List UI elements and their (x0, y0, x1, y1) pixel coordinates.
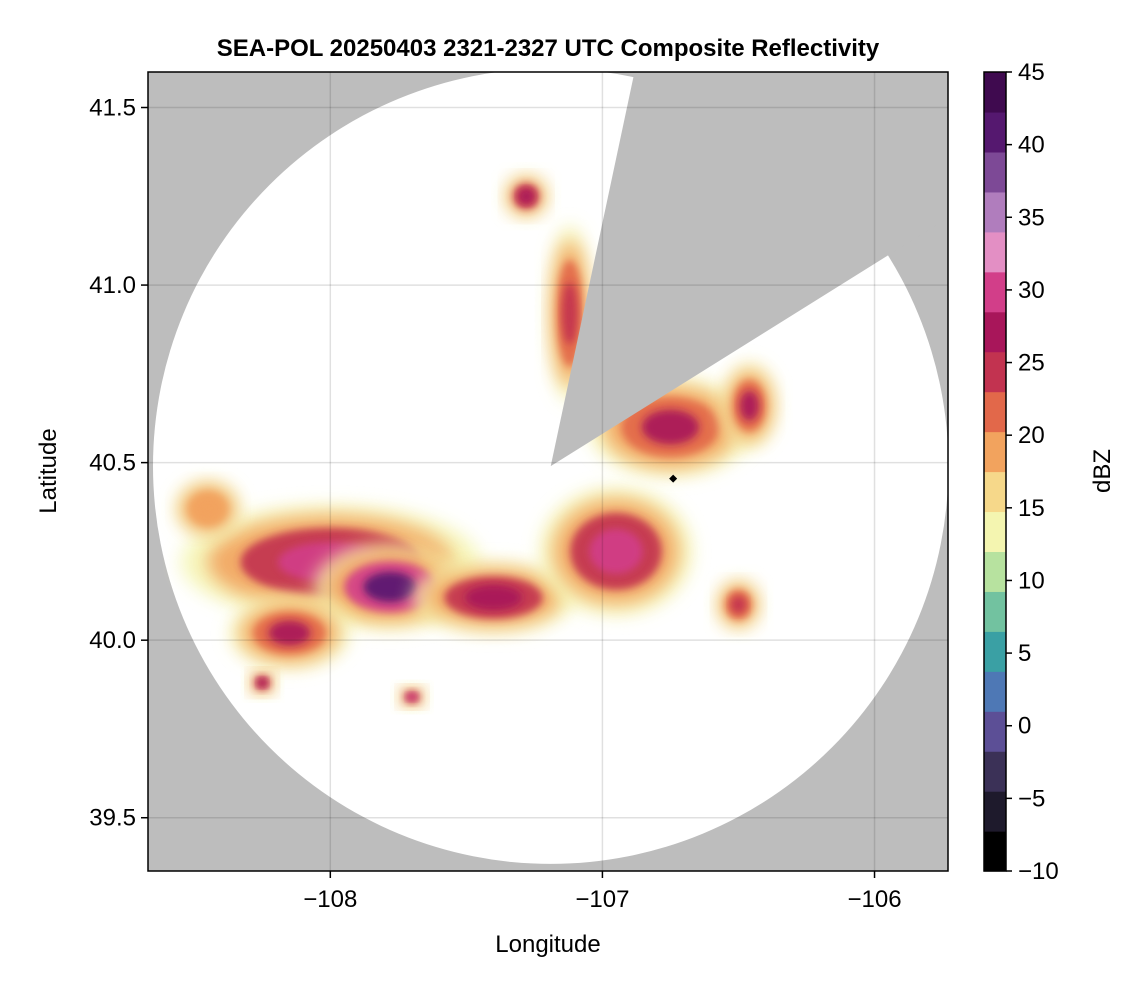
colorbar-segment (984, 391, 1006, 433)
y-axis-ticks: 39.5 40.0 40.5 41.0 41.5 (89, 95, 148, 832)
colorbar-segment (984, 511, 1006, 552)
colorbar-segment (984, 791, 1006, 832)
colorbar-ticks: 45 40 35 30 25 20 15 10 5 0 −5 −10 (1006, 59, 1059, 885)
colorbar-segment (984, 351, 1006, 393)
echo-cell-southeast-layer-3 (589, 529, 643, 574)
echo-west-edge-layer-3 (196, 498, 220, 519)
y-axis-label: Latitude (35, 428, 62, 513)
colorbar-segment (984, 751, 1006, 792)
colorbar-tick-label: 15 (1018, 495, 1045, 522)
colorbar-segment (984, 311, 1006, 353)
colorbar-tick-label: −5 (1018, 785, 1045, 812)
colorbar-segment (984, 471, 1006, 513)
y-tick-label: 41.0 (89, 272, 136, 299)
echo-region-southeast-cells (716, 579, 761, 630)
grid-lines (148, 72, 948, 871)
echo-region-cell-southeast (539, 487, 693, 616)
colorbar-tick-label: −10 (1018, 858, 1059, 885)
echo-band-core-layer-3 (363, 571, 417, 602)
colorbar-segment (984, 671, 1006, 712)
colorbar-tick-label: 30 (1018, 277, 1045, 304)
plot-area (147, 71, 949, 872)
colorbar-segment (984, 591, 1006, 632)
colorbar-segment (984, 551, 1006, 592)
colorbar-segment (984, 231, 1006, 273)
colorbar-tick-label: 35 (1018, 204, 1045, 231)
plot-frame (147, 71, 949, 872)
colorbar-tick-label: 40 (1018, 132, 1045, 159)
colorbar-tick-label: 10 (1018, 567, 1045, 594)
echo-region-south-cells (398, 686, 426, 708)
x-tick-label: −107 (575, 886, 629, 913)
echo-south-cells-layer-3 (407, 693, 417, 701)
echo-band-east-layer-3 (465, 585, 523, 610)
y-tick-label: 40.5 (89, 450, 136, 477)
echo-region-cell-far-northeast (722, 363, 777, 449)
colorbar-tick-label: 0 (1018, 713, 1031, 740)
colorbar-frame (983, 71, 1007, 872)
echo-north-cell-layer-3 (518, 188, 534, 204)
colorbar-segment (984, 431, 1006, 473)
colorbar-segment (984, 831, 1006, 872)
echo-region-north-cell (504, 174, 548, 218)
colorbar-tick-label: 5 (1018, 640, 1031, 667)
colorbar-segment (984, 271, 1006, 313)
echo-region-band-southwest (229, 597, 350, 669)
chart-title: SEA-POL 20250403 2321-2327 UTC Composite… (217, 35, 880, 62)
echo-band-southwest-layer-3 (268, 620, 311, 646)
x-tick-label: −108 (303, 886, 357, 913)
blocked-sector (550, 72, 948, 467)
echo-cell-northeast-layer-3 (641, 409, 700, 445)
location-marker (669, 474, 678, 483)
x-tick-label: −106 (847, 886, 901, 913)
y-tick-label: 39.5 (89, 805, 136, 832)
echo-cell-far-northeast-layer-3 (739, 390, 759, 421)
x-axis-label: Longitude (495, 931, 600, 958)
colorbar-label: dBZ (1089, 449, 1116, 493)
echo-north-strip-layer-3 (562, 282, 578, 345)
colorbar-segment (984, 111, 1006, 153)
y-tick-label: 41.5 (89, 95, 136, 122)
echo-region-band-east (411, 562, 576, 634)
colorbar (983, 71, 1007, 872)
colorbar-segment (984, 72, 1006, 113)
y-tick-label: 40.0 (89, 627, 136, 654)
echo-southeast-cells-layer-3 (730, 595, 747, 614)
echo-region-southwest-cell (248, 670, 276, 696)
echo-southwest-cell-layer-3 (257, 678, 268, 688)
x-axis-ticks: −108 −107 −106 (303, 871, 902, 913)
colorbar-segment (984, 631, 1006, 672)
colorbar-tick-label: 20 (1018, 422, 1045, 449)
colorbar-tick-label: 25 (1018, 350, 1045, 377)
colorbar-segment (984, 151, 1006, 193)
colorbar-segment (984, 711, 1006, 752)
colorbar-tick-label: 45 (1018, 59, 1045, 86)
colorbar-segment (984, 191, 1006, 233)
reflectivity-echoes (175, 174, 777, 708)
echo-region-west-edge (175, 480, 241, 538)
